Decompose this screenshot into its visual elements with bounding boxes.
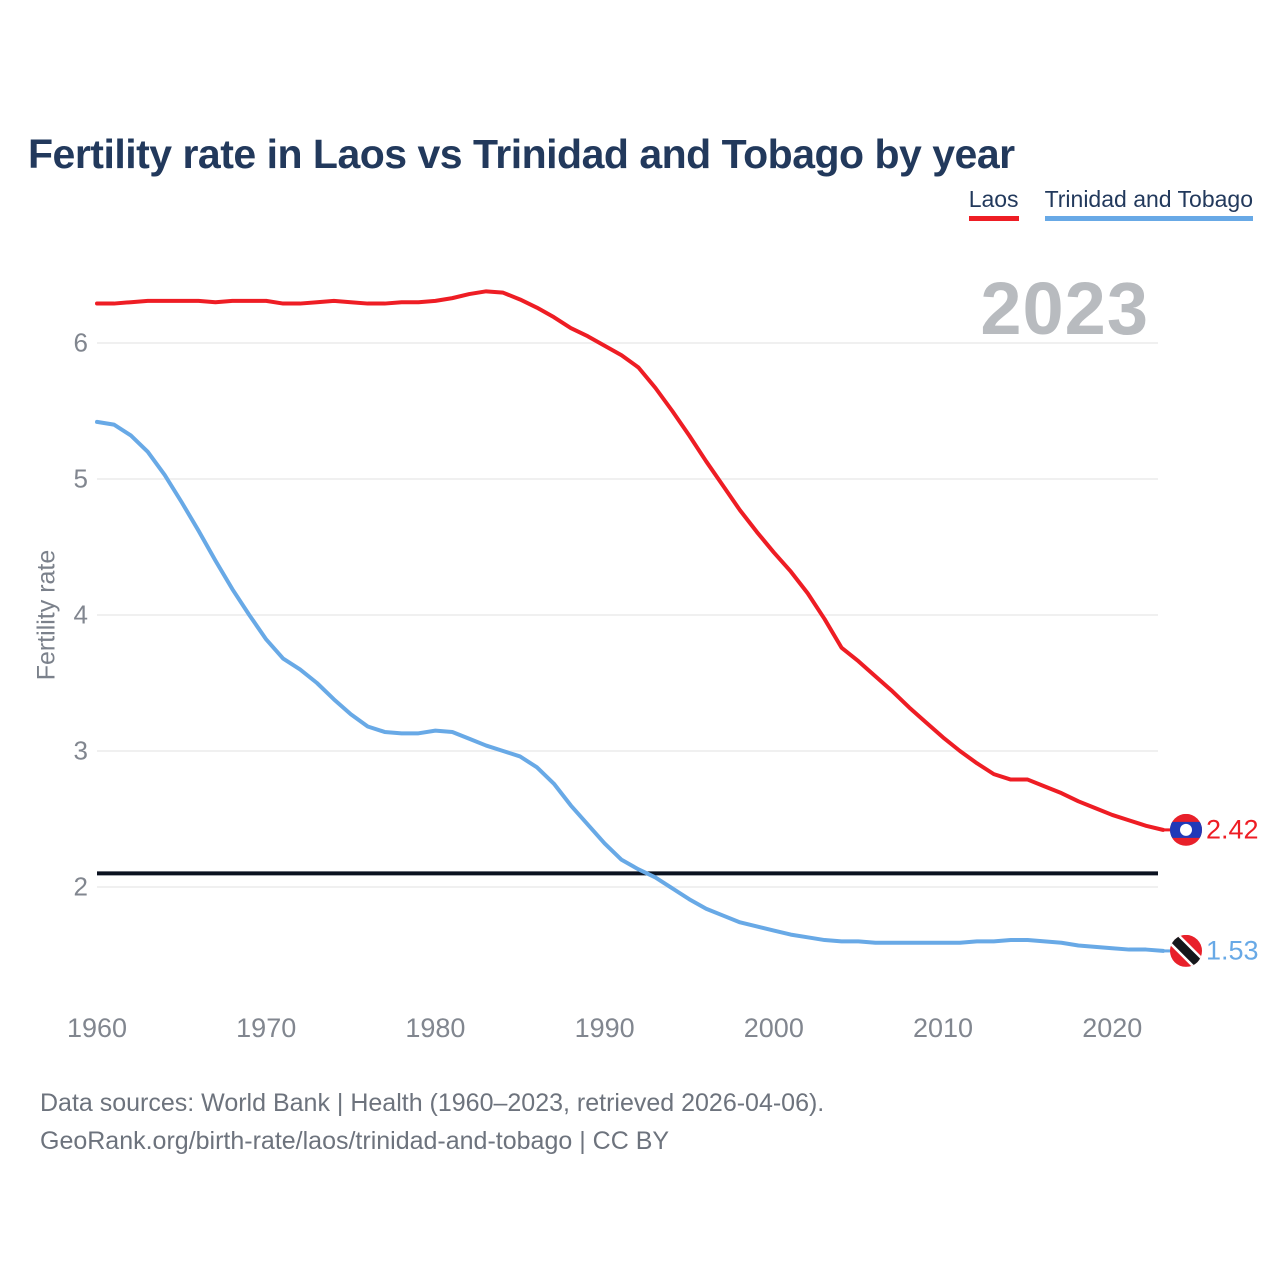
x-tick-label-2020: 2020 [1082,1013,1143,1043]
footer: Data sources: World Bank | Health (1960–… [40,1084,824,1160]
y-tick-label-3: 3 [73,735,88,766]
x-tick-label-1960: 1960 [66,1013,128,1043]
legend-item-trinidad-and-tobago[interactable]: Trinidad and Tobago [1044,186,1253,221]
y-tick-label-2: 2 [73,871,88,902]
footer-url-line: GeoRank.org/birth-rate/laos/trinidad-and… [40,1127,670,1155]
legend-item-laos[interactable]: Laos [968,186,1019,221]
trinidad-and-tobago-flag-icon [1170,934,1202,967]
laos-end-value-label: 2.42 [1206,814,1259,845]
y-tick-label-5: 5 [73,463,88,494]
trinidad-and-tobago-line [95,419,1165,953]
x-tick-label-1980: 1980 [405,1013,466,1043]
x-tick-label-1990: 1990 [574,1013,635,1043]
laos-line [95,289,1165,832]
laos-flag-icon [1170,813,1202,846]
trinidad-and-tobago-end-value-label: 1.53 [1206,935,1259,966]
y-tick-label-4: 4 [73,599,88,630]
page-title: Fertility rate in Laos vs Trinidad and T… [28,131,1015,178]
watermark-year: 2023 [980,267,1149,350]
y-tick-label-6: 6 [73,327,88,358]
x-tick-label-1970: 1970 [236,1013,297,1043]
legend: Laos Trinidad and Tobago [968,186,1253,221]
x-tick-label-2000: 2000 [743,1013,804,1043]
footer-sources-line: Data sources: World Bank | Health (1960–… [40,1089,825,1117]
x-tick-label-2010: 2010 [912,1013,974,1043]
